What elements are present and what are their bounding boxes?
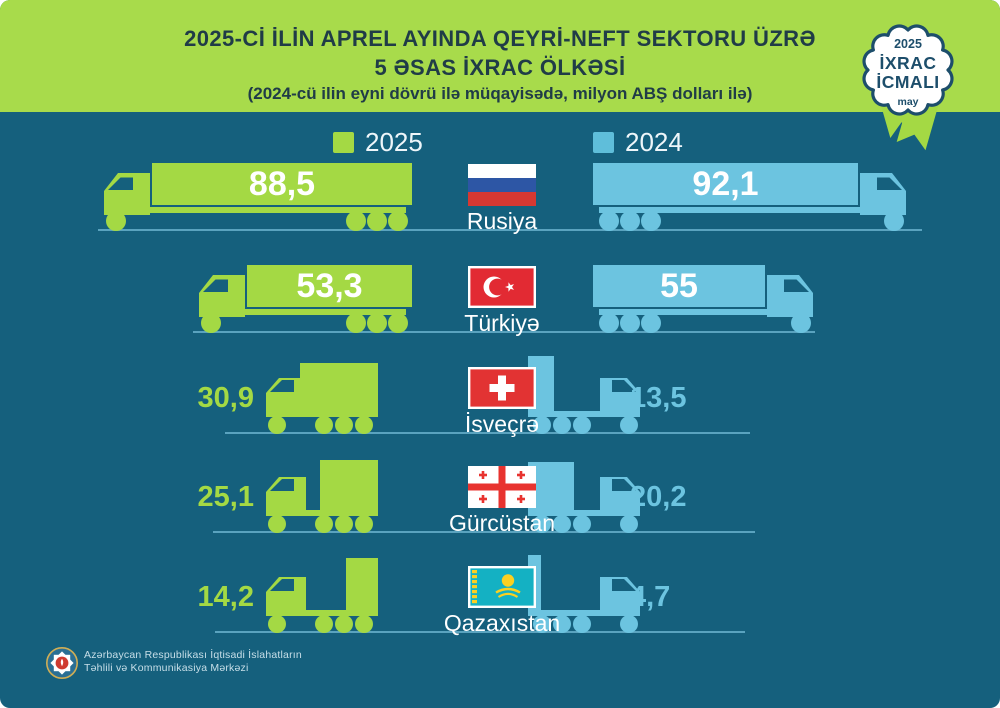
truck-2025 bbox=[260, 353, 384, 434]
ground-line bbox=[213, 531, 755, 533]
truck-2025 bbox=[260, 552, 384, 633]
value-2025: 88,5 bbox=[249, 165, 315, 203]
value-2025: 25,1 bbox=[197, 481, 254, 513]
ixrac-icmali-badge: 2025 İXRAC İCMALI may bbox=[843, 2, 973, 159]
value-2025: 30,9 bbox=[197, 382, 254, 414]
badge-rosette-icon: 2025 İXRAC İCMALI may bbox=[862, 24, 954, 151]
header-band: 2025-Cİ İLİN APREL AYINDA QEYRİ-NEFT SEK… bbox=[0, 0, 1000, 112]
value-2024: 4,7 bbox=[630, 581, 671, 613]
badge-month: may bbox=[897, 96, 918, 108]
organization-line-1: Azərbaycan Respublikası İqtisadi İslahat… bbox=[84, 649, 302, 661]
value-2024: 13,5 bbox=[630, 382, 687, 414]
flag-turkey bbox=[468, 266, 536, 308]
flag-switzerland bbox=[468, 367, 536, 409]
truck-2024: 92,1 bbox=[591, 163, 910, 232]
legend-label-2024: 2024 bbox=[625, 127, 683, 157]
legend-swatch-2025 bbox=[333, 132, 354, 153]
legend-swatch-2024 bbox=[593, 132, 614, 153]
truck-2025: 88,5 bbox=[100, 163, 414, 232]
truck-2025 bbox=[260, 452, 384, 533]
legend-2025: 2025 bbox=[333, 127, 423, 157]
state-emblem-icon bbox=[45, 646, 79, 682]
truck-2025: 53,3 bbox=[195, 265, 414, 334]
flag-kazakhstan bbox=[468, 566, 536, 608]
badge-year: 2025 bbox=[894, 37, 922, 51]
flag-georgia bbox=[468, 466, 536, 508]
ground-line bbox=[215, 631, 745, 633]
flag-russia bbox=[468, 164, 536, 206]
country-label: Rusiya bbox=[466, 208, 538, 234]
legend-2024: 2024 bbox=[593, 127, 683, 157]
truck-2024 bbox=[522, 552, 646, 633]
country-label: İsveçrə bbox=[464, 411, 540, 437]
value-2025: 14,2 bbox=[197, 581, 254, 613]
badge-title-2: İCMALI bbox=[876, 72, 939, 92]
title-line-1: 2025-Cİ İLİN APREL AYINDA QEYRİ-NEFT SEK… bbox=[184, 26, 816, 51]
country-label: Türkiyə bbox=[464, 310, 540, 336]
organization-name: Azərbaycan Respublikası İqtisadi İslahat… bbox=[84, 649, 302, 675]
title-subtitle: (2024-cü ilin eyni dövrü ilə müqayisədə,… bbox=[247, 84, 753, 103]
badge-title-1: İXRAC bbox=[880, 53, 937, 73]
value-2024: 55 bbox=[660, 267, 698, 305]
ground-line bbox=[225, 432, 750, 434]
truck-2024: 55 bbox=[591, 265, 817, 334]
ground-line bbox=[98, 229, 922, 231]
title-line-2: 5 ƏSAS İXRAC ÖLKƏSİ bbox=[374, 55, 626, 80]
value-2024: 92,1 bbox=[692, 165, 758, 203]
organization-line-2: Təhlili və Kommunikasiya Mərkəzi bbox=[84, 662, 249, 674]
ground-line bbox=[193, 331, 815, 333]
country-label: Gürcüstan bbox=[448, 510, 556, 536]
value-2024: 20,2 bbox=[630, 481, 687, 513]
value-2025: 53,3 bbox=[296, 267, 362, 305]
country-label: Qazaxıstan bbox=[443, 610, 561, 636]
legend-label-2025: 2025 bbox=[365, 127, 423, 157]
